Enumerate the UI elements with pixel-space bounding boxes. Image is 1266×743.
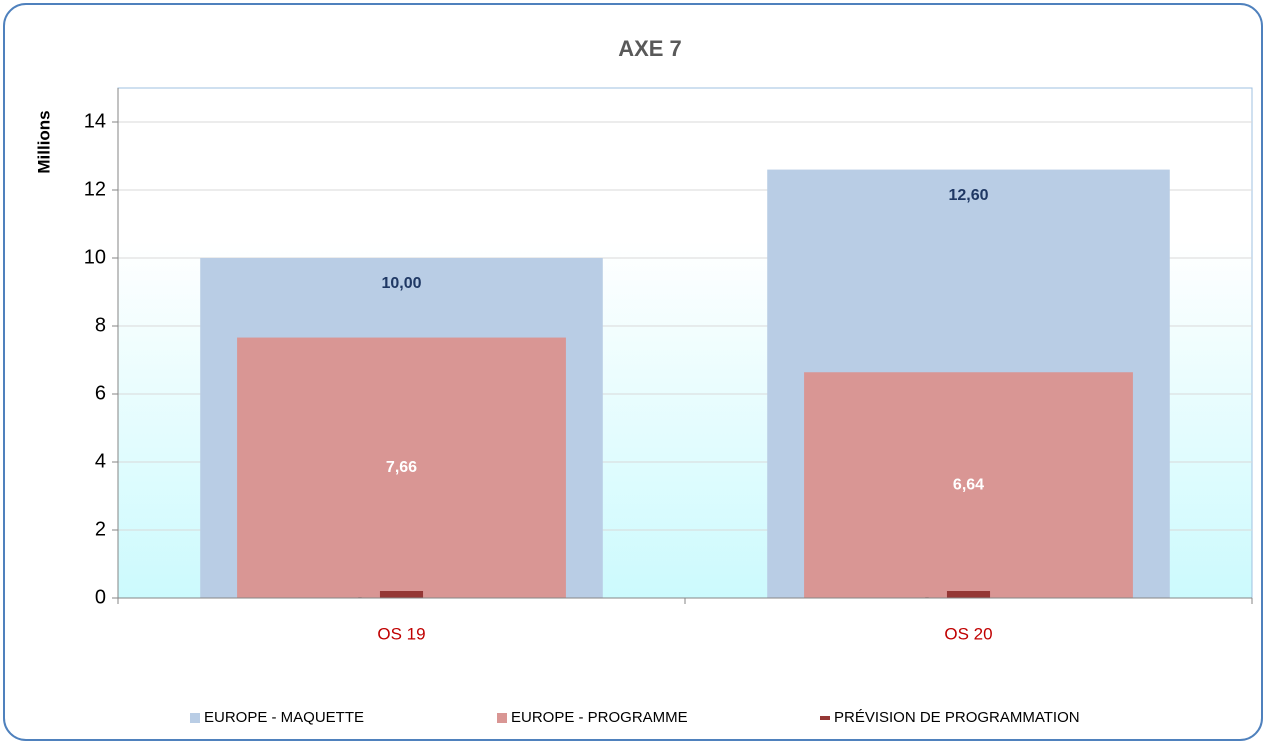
value-label: 7,66 bbox=[386, 459, 417, 476]
legend: EUROPE - MAQUETTE EUROPE - PROGRAMME PRÉVI… bbox=[190, 709, 1080, 726]
value-label: 6,64 bbox=[953, 476, 984, 493]
x-tick-label: OS 19 bbox=[377, 624, 425, 643]
y-axis-label: Millions bbox=[34, 110, 53, 173]
y-tick-label: 0 bbox=[95, 586, 106, 608]
legend-swatch bbox=[820, 716, 830, 720]
legend-label: EUROPE - MAQUETTE bbox=[204, 709, 364, 726]
axes: 0 2 4 6 8 10 12 14 OS 19 OS 20 bbox=[84, 88, 1253, 643]
y-tick-label: 4 bbox=[95, 450, 106, 472]
bar bbox=[237, 337, 566, 598]
chart-title: AXE 7 bbox=[618, 36, 682, 61]
forecast-marker bbox=[946, 591, 991, 598]
legend-label: PRÉVISION DE PROGRAMMATION bbox=[834, 709, 1080, 726]
y-tick-label: 10 bbox=[84, 246, 106, 268]
y-tick-label: 2 bbox=[95, 518, 106, 540]
legend-label: EUROPE - PROGRAMME bbox=[511, 709, 688, 726]
value-label: 12,60 bbox=[948, 187, 988, 204]
y-tick-label: 14 bbox=[84, 110, 106, 132]
value-label: - bbox=[925, 589, 930, 605]
legend-swatch bbox=[190, 713, 200, 723]
bar bbox=[804, 372, 1133, 598]
bars: 10,00 7,66 - 12,60 6,64 - bbox=[200, 169, 1170, 605]
legend-swatch bbox=[497, 713, 507, 723]
value-label: - bbox=[358, 589, 363, 605]
y-tick-label: 6 bbox=[95, 382, 106, 404]
x-tick-label: OS 20 bbox=[944, 624, 992, 643]
forecast-marker bbox=[379, 591, 424, 598]
y-tick-label: 8 bbox=[95, 314, 106, 336]
y-tick-label: 12 bbox=[84, 178, 106, 200]
value-label: 10,00 bbox=[381, 275, 421, 292]
